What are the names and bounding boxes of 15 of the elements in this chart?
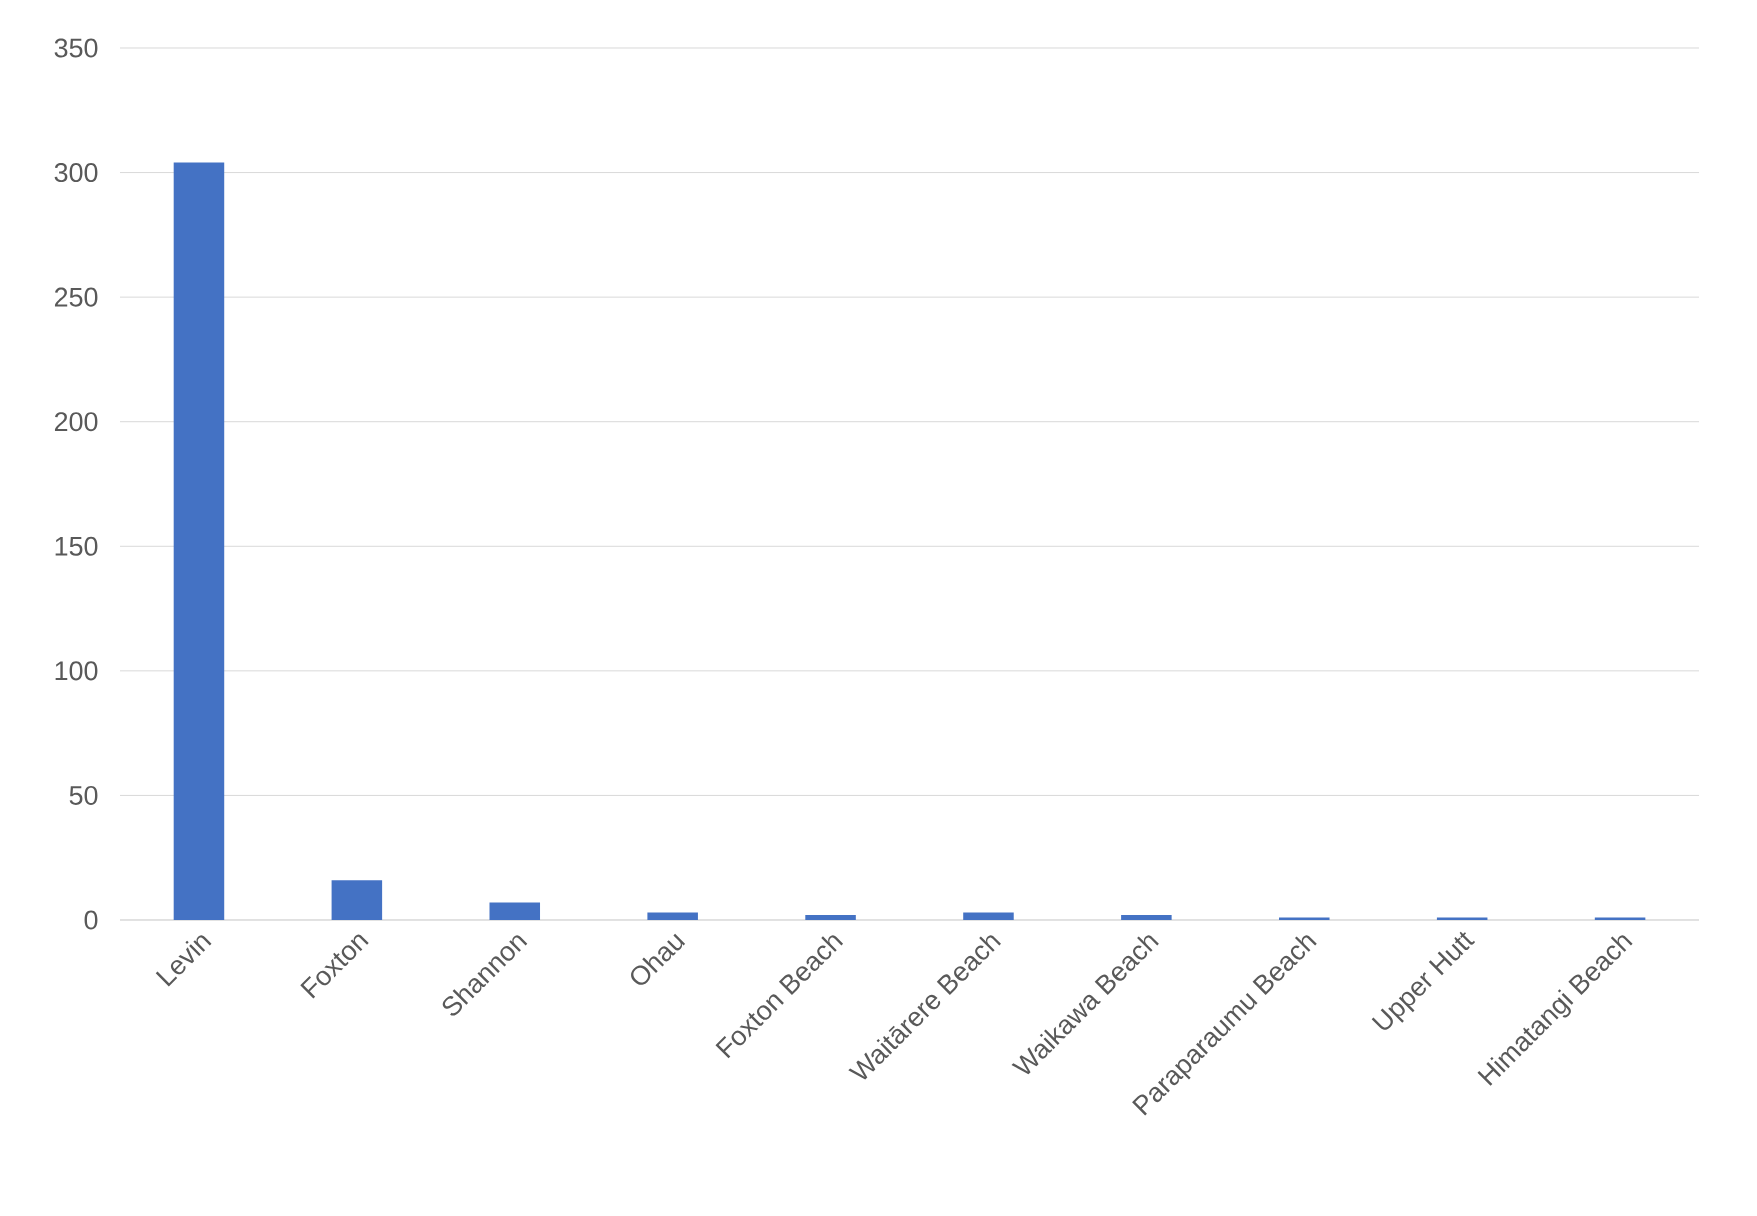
- y-tick-label: 250: [54, 287, 98, 307]
- y-tick-label: 300: [54, 163, 98, 183]
- bar: [647, 912, 698, 920]
- bar: [963, 912, 1014, 920]
- y-tick-label: 0: [84, 910, 98, 930]
- bar: [1121, 915, 1172, 920]
- bar: [805, 915, 856, 920]
- y-tick-label: 50: [69, 785, 98, 805]
- y-tick-label: 150: [55, 536, 98, 556]
- bar: [331, 880, 383, 920]
- y-tick-label: 350: [54, 38, 98, 58]
- bar: [173, 162, 225, 920]
- y-tick-label: 100: [55, 661, 98, 681]
- y-tick-label: 200: [54, 412, 98, 432]
- bar: [489, 902, 541, 920]
